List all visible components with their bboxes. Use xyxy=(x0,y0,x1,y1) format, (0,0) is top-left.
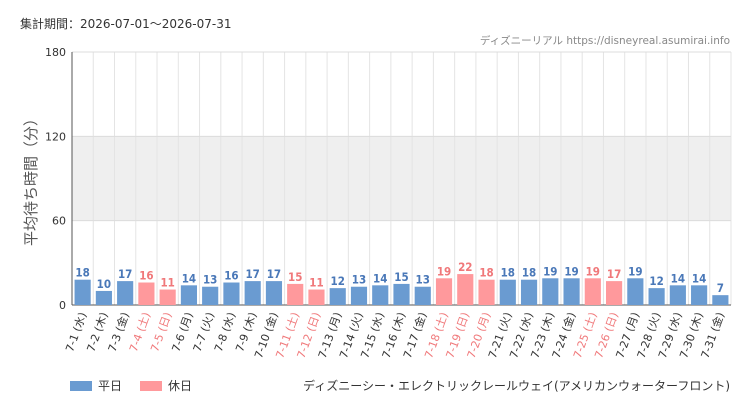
bar xyxy=(74,279,91,305)
bar-value-label: 18 xyxy=(501,266,515,280)
bar xyxy=(329,288,346,305)
bar xyxy=(457,274,474,305)
bar xyxy=(478,279,495,305)
bar xyxy=(499,279,516,305)
bar-value-label: 7 xyxy=(717,281,724,295)
bar xyxy=(627,278,644,305)
bar-value-label: 16 xyxy=(224,269,238,283)
y-tick-label: 180 xyxy=(45,46,66,59)
bar-value-label: 11 xyxy=(160,276,174,290)
bar-value-label: 13 xyxy=(203,273,217,287)
bar-value-label: 14 xyxy=(692,271,706,285)
bar xyxy=(265,281,283,305)
bar xyxy=(393,283,410,305)
bar-value-label: 12 xyxy=(649,274,663,288)
bar-value-label: 18 xyxy=(522,266,536,280)
bar xyxy=(244,281,261,305)
bar xyxy=(542,278,559,305)
bar-value-label: 18 xyxy=(479,266,493,280)
legend-weekday-label: 平日 xyxy=(98,379,123,393)
bar xyxy=(138,282,155,305)
y-axis-label: 平均待ち時間（分） xyxy=(22,111,40,246)
legend-holiday: 休日 xyxy=(140,377,192,394)
bar xyxy=(308,289,325,305)
bar-value-label: 16 xyxy=(139,269,153,283)
attraction-name: ディズニーシー・エレクトリックレールウェイ(アメリカンウォーターフロント) xyxy=(303,379,730,393)
period-label: 集計期間：2026-07-01～2026-07-31 xyxy=(20,17,232,31)
legend-holiday-swatch xyxy=(140,380,163,391)
bar xyxy=(372,285,389,305)
bar xyxy=(350,286,368,305)
bar-value-label: 19 xyxy=(437,264,451,278)
bar-value-label: 14 xyxy=(373,271,387,285)
bar-value-label: 10 xyxy=(97,277,111,291)
bar-value-label: 14 xyxy=(671,271,685,285)
bar xyxy=(159,289,176,305)
bar-value-label: 17 xyxy=(267,267,281,281)
bar-value-label: 13 xyxy=(352,273,366,287)
bar xyxy=(648,288,665,305)
bar xyxy=(563,278,580,305)
y-tick-label: 0 xyxy=(59,299,66,312)
y-tick-label: 60 xyxy=(52,215,66,228)
bar-value-label: 19 xyxy=(628,264,642,278)
legend-weekday: 平日 xyxy=(70,377,122,394)
bar xyxy=(520,279,538,305)
bar-value-label: 17 xyxy=(118,267,132,281)
source-label: ディズニーリアル https://disneyreal.asumirai.inf… xyxy=(479,35,730,47)
bar xyxy=(712,295,729,305)
bar xyxy=(584,278,601,305)
y-tick-label: 120 xyxy=(45,130,66,143)
bar xyxy=(117,281,134,305)
bar xyxy=(691,285,708,305)
bar xyxy=(435,278,453,305)
shaded-band xyxy=(72,136,731,221)
bar-value-label: 18 xyxy=(75,266,89,280)
bar-value-label: 15 xyxy=(394,270,408,284)
bar-value-label: 17 xyxy=(607,267,621,281)
bar-value-label: 22 xyxy=(458,260,472,274)
bar-value-label: 19 xyxy=(586,264,600,278)
bar xyxy=(95,290,112,305)
bar-value-label: 11 xyxy=(309,276,323,290)
bar-value-label: 19 xyxy=(543,264,557,278)
bar xyxy=(202,286,219,305)
bar xyxy=(180,285,197,305)
legend-weekday-swatch xyxy=(70,380,92,391)
bar xyxy=(669,285,686,305)
bar-value-label: 12 xyxy=(331,274,345,288)
bar xyxy=(606,281,623,305)
bar xyxy=(223,282,240,305)
bar xyxy=(287,283,304,305)
bar-value-label: 13 xyxy=(416,273,430,287)
legend-holiday-label: 休日 xyxy=(168,379,193,393)
bar-value-label: 19 xyxy=(564,264,578,278)
bar xyxy=(414,286,431,305)
legend: 平日 休日 xyxy=(70,377,210,394)
bar-value-label: 14 xyxy=(182,271,196,285)
bar-value-label: 17 xyxy=(245,267,259,281)
bar-value-label: 15 xyxy=(288,270,302,284)
